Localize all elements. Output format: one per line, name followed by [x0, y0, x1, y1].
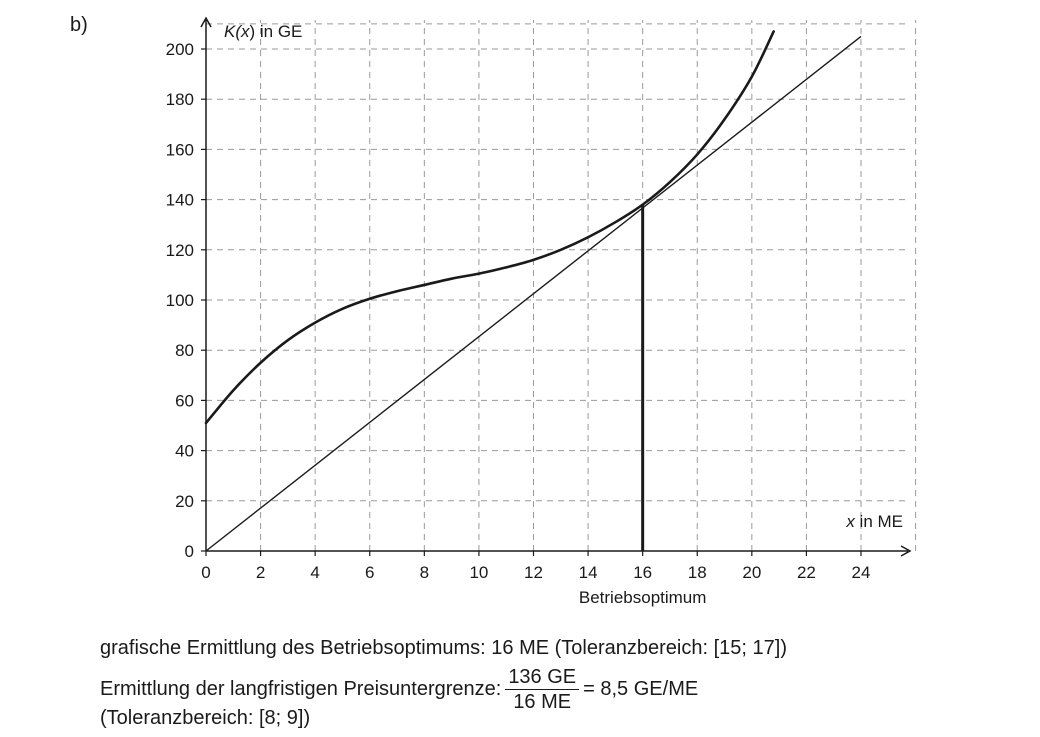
x-tick-label: 22	[797, 563, 816, 582]
solution-line-3: (Toleranzbereich: [8; 9])	[100, 707, 311, 729]
y-axis-arrow	[200, 16, 212, 28]
y-tick-label: 120	[166, 241, 194, 260]
cost-function-chart: 0 2 4 6 8 10 12 14 16 18 20 22 240204060801001201401…	[166, 16, 917, 607]
solution-line-2: Ermittlung der langfristigen Preisunterg…	[100, 666, 698, 713]
x-axis-label: x in ME	[845, 512, 903, 531]
y-tick-label: 60	[175, 391, 194, 410]
fraction-denominator: 16 ME	[513, 691, 572, 713]
x-tick-label: 6	[365, 563, 374, 582]
x-tick-label: 14	[579, 563, 598, 582]
optimum-marker-label: Betriebsoptimum	[579, 588, 707, 607]
y-tick-label: 100	[166, 291, 194, 310]
solution-line-2-suffix: = 8,5 GE/ME	[583, 678, 699, 700]
y-axis-label-var: x	[240, 22, 250, 41]
cost-curve-line	[204, 30, 775, 425]
y-axis-label: K(x) in GE	[224, 22, 302, 41]
x-tick-label: 24	[852, 563, 871, 582]
origin-ray-line	[205, 35, 862, 552]
x-tick-label: 10	[469, 563, 488, 582]
x-tick-label: 8	[420, 563, 429, 582]
chart-axes	[200, 16, 912, 557]
y-tick-label: 40	[175, 442, 194, 461]
x-tick-label: 18	[688, 563, 707, 582]
x-tick-label: 20	[742, 563, 761, 582]
y-tick-label: 140	[166, 191, 194, 210]
fraction-numerator: 136 GE	[505, 666, 580, 690]
solution-line-1: grafische Ermittlung des Betriebsoptimum…	[100, 637, 787, 659]
x-axis-arrow	[900, 545, 912, 557]
x-tick-label: 0	[201, 563, 210, 582]
y-tick-label: 200	[166, 40, 194, 59]
x-axis-label-suffix: in ME	[855, 512, 903, 531]
chart-series	[204, 30, 862, 552]
price-fraction: 136 GE 16 ME	[505, 666, 580, 713]
x-tick-label: 12	[524, 563, 543, 582]
chart-annotations: Betriebsoptimum	[579, 204, 707, 607]
y-tick-label: 20	[175, 492, 194, 511]
y-axis-label-suffix: ) in GE	[250, 22, 303, 41]
y-tick-label: 180	[166, 90, 194, 109]
y-axis-label-prefix: K(	[224, 22, 243, 41]
chart-grid	[206, 20, 917, 551]
part-label: b)	[70, 14, 88, 36]
x-tick-label: 2	[256, 563, 265, 582]
x-tick-label: 16	[633, 563, 652, 582]
chart-ticks: 0 2 4 6 8 10 12 14 16 18 20 22 240204060801001201401…	[166, 40, 871, 582]
solution-line-2-prefix: Ermittlung der langfristigen Preisunterg…	[100, 678, 502, 700]
y-tick-label: 0	[185, 542, 194, 561]
y-tick-label: 80	[175, 341, 194, 360]
x-axis-label-var: x	[845, 512, 855, 531]
x-tick-label: 4	[310, 563, 319, 582]
y-tick-label: 160	[166, 140, 194, 159]
